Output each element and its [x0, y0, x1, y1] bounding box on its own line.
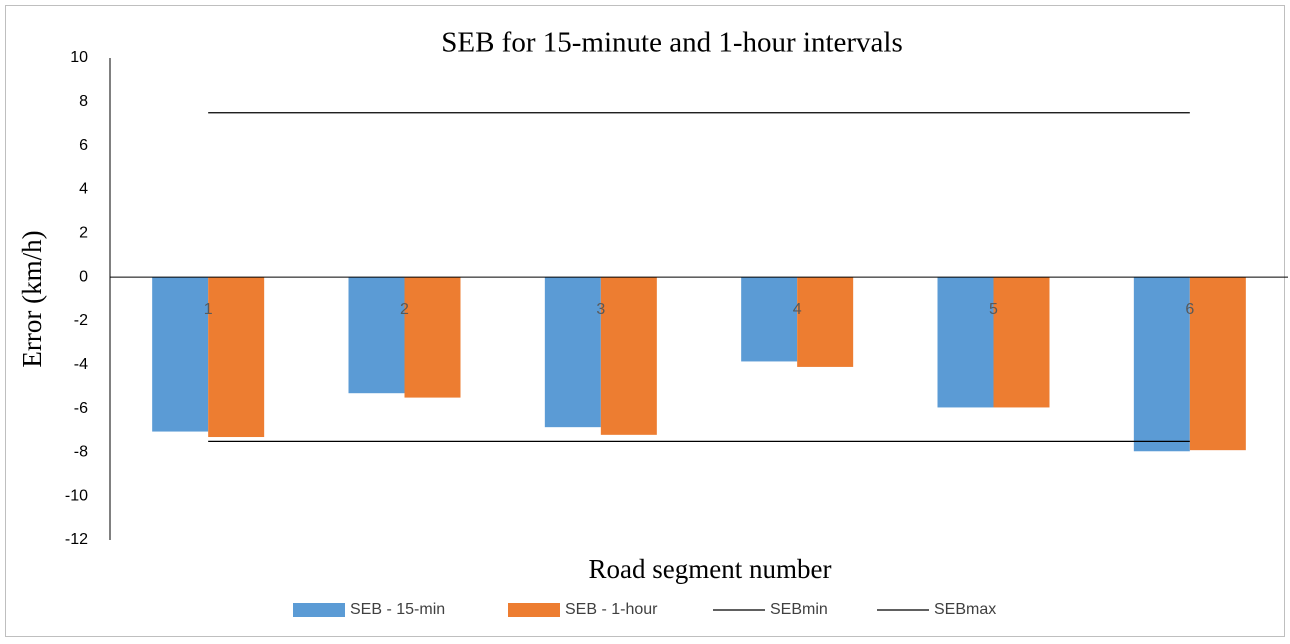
- chart-title: SEB for 15-minute and 1-hour intervals: [441, 27, 903, 59]
- x-tick-label: 6: [1185, 301, 1194, 318]
- y-tick-label: -12: [65, 531, 88, 548]
- bar: [208, 277, 265, 438]
- legend-label: SEBmin: [770, 601, 828, 618]
- bar: [600, 277, 657, 435]
- y-tick-label: -2: [74, 312, 88, 329]
- y-tick-label: 0: [79, 268, 88, 285]
- y-tick-label: 4: [79, 181, 88, 198]
- y-tick-label: 2: [79, 224, 88, 241]
- y-tick-label: -8: [74, 444, 88, 461]
- bar: [1189, 277, 1246, 451]
- y-tick-label: 10: [70, 49, 88, 66]
- x-tick-label: 5: [989, 301, 998, 318]
- bar: [152, 277, 209, 432]
- y-tick-label: 6: [79, 137, 88, 154]
- y-axis-title: Error (km/h): [17, 230, 47, 367]
- y-tick-label: -10: [65, 487, 88, 504]
- x-tick-label: 3: [596, 301, 605, 318]
- bar: [937, 277, 994, 408]
- bar: [544, 277, 601, 428]
- x-tick-label: 4: [793, 301, 802, 318]
- bar: [993, 277, 1050, 408]
- bar: [797, 277, 854, 367]
- legend-label: SEB - 15-min: [350, 601, 445, 618]
- y-tick-label: 8: [79, 93, 88, 110]
- legend-swatch: [293, 603, 345, 617]
- bar: [404, 277, 461, 398]
- bar: [1133, 277, 1190, 452]
- y-tick-label: -6: [74, 400, 88, 417]
- bar: [741, 277, 798, 362]
- x-tick-label: 2: [400, 301, 409, 318]
- legend-swatch: [508, 603, 560, 617]
- legend-label: SEBmax: [934, 601, 996, 618]
- x-axis-title: Road segment number: [589, 554, 832, 584]
- x-tick-label: 1: [204, 301, 213, 318]
- legend-label: SEB - 1-hour: [565, 601, 658, 618]
- y-tick-label: -4: [74, 356, 88, 373]
- bar: [348, 277, 405, 394]
